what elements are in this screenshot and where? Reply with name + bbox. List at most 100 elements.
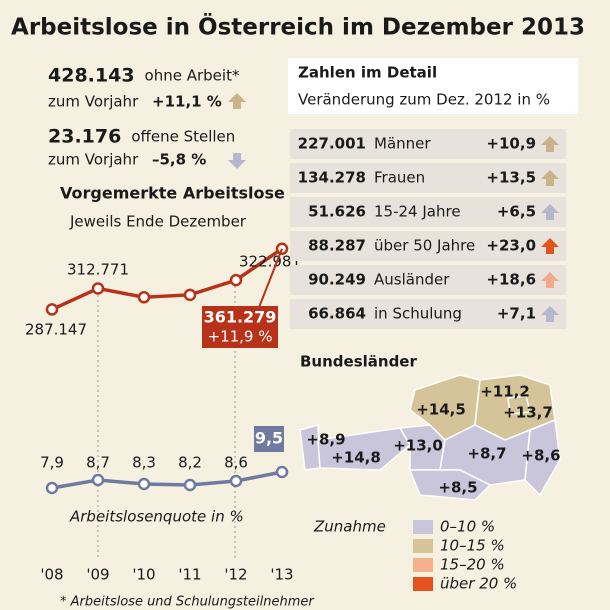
headline-change: –5,8 % [152, 151, 206, 169]
region-label: +8,6 [521, 447, 560, 465]
callout [257, 248, 283, 311]
detail-subtitle: Veränderung zum Dez. 2012 in % [298, 91, 550, 109]
count: 90.249 [308, 271, 366, 289]
region-label: +13,7 [503, 404, 553, 422]
legend-swatch [413, 577, 433, 591]
x-tick-label: '12 [224, 566, 247, 584]
marker [137, 477, 151, 491]
arrow [541, 136, 559, 152]
legend-swatch [413, 558, 433, 572]
line [51, 470, 283, 490]
region-label: +13,0 [393, 437, 443, 455]
row-bg [290, 299, 566, 329]
map-title: Bundesländer [300, 353, 417, 371]
x-tick-label: '11 [178, 566, 201, 584]
change: +18,6 [486, 271, 536, 289]
region-label: +11,2 [480, 383, 530, 401]
arrow [541, 204, 559, 220]
arrow [541, 272, 559, 288]
row-bg [290, 265, 566, 295]
arrow [228, 93, 246, 109]
region-label: +14,8 [331, 449, 381, 467]
row-bg [290, 163, 566, 193]
legend-label: 10–15 % [440, 537, 505, 555]
row-bg [290, 129, 566, 159]
region-label: +8,7 [467, 445, 506, 463]
change: +6,5 [497, 203, 536, 221]
group: in Schulung [374, 305, 462, 323]
title: Arbeitslose in Österreich im Dezember 20… [11, 13, 585, 41]
label-box [202, 306, 278, 348]
change: +23,0 [486, 237, 536, 255]
x-tick-label: '08 [40, 566, 63, 584]
value-label: 8,2 [178, 454, 202, 472]
value-label: 322.981 [239, 253, 301, 271]
marker [91, 282, 105, 295]
footnote: * Arbeitslose und Schulungsteilnehmer [60, 595, 315, 610]
x-tick-label: '13 [270, 566, 293, 584]
value-label: 7,9 [40, 454, 64, 472]
headline-compare: zum Vorjahr [48, 151, 139, 169]
legend-swatch [413, 539, 433, 553]
group: Männer [374, 135, 431, 153]
chart-title: Vorgemerkte Arbeitslose [60, 184, 285, 203]
x-tick-label: '10 [132, 566, 155, 584]
headline-label: offene Stellen [131, 128, 235, 146]
region-label: +8,9 [306, 431, 345, 449]
group: über 50 Jahre [374, 237, 475, 255]
value-label: 312.771 [67, 261, 129, 279]
marker [183, 288, 197, 302]
value-label: 9,5 [255, 429, 283, 448]
count: 88.287 [308, 237, 366, 255]
count: 51.626 [308, 203, 366, 221]
region [317, 427, 411, 471]
detail-title: Zahlen im Detail [298, 64, 437, 82]
arrow [541, 238, 559, 254]
marker [91, 473, 105, 487]
value-label: 8,3 [132, 454, 156, 472]
change: +13,5 [486, 169, 536, 187]
value-label: 361.279 [204, 308, 277, 327]
headline-label: ohne Arbeit* [145, 67, 240, 85]
row-bg [290, 231, 566, 261]
value-label: 8,6 [224, 454, 248, 472]
region-label: +14,5 [416, 401, 466, 419]
region [507, 395, 531, 415]
headline-change: +11,1 % [152, 93, 222, 111]
marker [45, 303, 59, 316]
headline-value: 23.176 [48, 126, 121, 148]
headline-compare: zum Vorjahr [48, 93, 139, 111]
marker [183, 478, 197, 492]
chart-title: Arbeitslosenquote in % [69, 508, 244, 526]
marker [45, 481, 59, 495]
legend-label: über 20 % [440, 575, 517, 593]
value-label: 287.147 [25, 321, 87, 339]
row-bg [290, 197, 566, 227]
group: Frauen [374, 169, 425, 187]
change: +10,9 [486, 135, 536, 153]
count: 66.864 [308, 305, 366, 323]
x-tick-label: '09 [86, 566, 109, 584]
count: 134.278 [298, 169, 366, 187]
label-box [254, 426, 284, 452]
marker [229, 474, 243, 488]
group: Ausländer [374, 271, 450, 289]
legend-label: 0–10 % [440, 518, 495, 536]
arrow [541, 170, 559, 186]
detail-header-bg [288, 58, 578, 114]
annotation: +11,9 % [208, 328, 273, 346]
count: 227.001 [298, 135, 366, 153]
chart-subtitle: Jeweils Ende Dezember [69, 213, 247, 231]
marker [137, 291, 151, 304]
arrow [228, 153, 246, 169]
legend-title: Zunahme [313, 518, 386, 536]
group: 15-24 Jahre [374, 203, 461, 221]
legend-swatch [413, 520, 433, 534]
marker [275, 465, 289, 479]
change: +7,1 [497, 305, 536, 323]
region [408, 469, 492, 501]
legend-label: 15–20 % [440, 556, 505, 574]
region-label: +8,5 [438, 479, 477, 497]
